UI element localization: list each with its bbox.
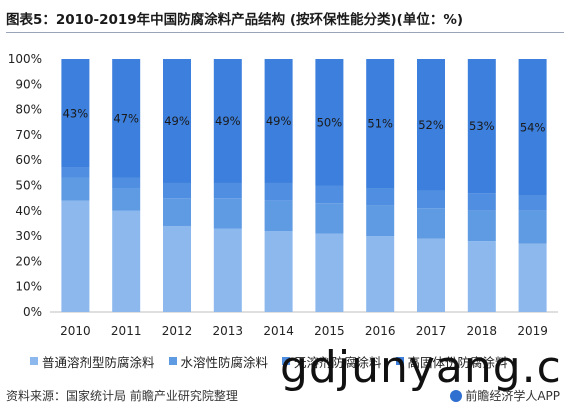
legend-swatch [168, 357, 177, 365]
bar-segment-3 [61, 167, 90, 178]
x-tick-label: 2016 [365, 324, 396, 338]
x-tick-label: 2013 [213, 324, 244, 338]
bar-segment-2 [518, 210, 547, 244]
bar-segment-3 [264, 182, 293, 201]
data-label: 54% [520, 120, 546, 134]
x-tick-label: 2018 [467, 324, 498, 338]
y-tick-label: 30% [15, 229, 42, 243]
bar-segment-2 [467, 210, 496, 242]
data-label: 49% [215, 114, 241, 128]
source-note: 资料来源：国家统计局 前瞻产业研究院整理 [6, 389, 238, 403]
x-tick-label: 2017 [416, 324, 447, 338]
y-tick-label: 80% [15, 103, 42, 117]
y-tick-label: 20% [15, 254, 42, 268]
bar-segment-3 [163, 182, 191, 199]
x-tick-label: 2014 [263, 324, 294, 338]
bar-segment-3 [467, 193, 496, 211]
y-tick-label: 60% [15, 153, 42, 167]
bar-segment-4 [213, 59, 242, 183]
y-tick-label: 50% [15, 179, 42, 193]
legend-item: 普通溶剂型防腐涂料 [30, 352, 155, 371]
bar-segment-4 [467, 59, 496, 194]
data-label: 43% [63, 106, 89, 120]
bar-segment-1 [264, 231, 293, 312]
data-label: 47% [113, 111, 139, 125]
data-label: 53% [469, 119, 495, 133]
y-tick-label: 10% [15, 280, 42, 294]
bar-segment-1 [112, 210, 141, 312]
bar-segment-2 [163, 198, 191, 226]
title-divider [6, 32, 564, 33]
bar-segment-1 [213, 228, 242, 312]
x-tick-label: 2011 [111, 324, 142, 338]
brand-logo-icon [450, 390, 463, 402]
stacked-bar-chart: 0% 10% 20% 30% 40% 50% 60% 70% 80% 90% 100% 43% 2010… [8, 52, 558, 338]
bar-segment-2 [417, 208, 445, 239]
data-label: 51% [367, 117, 393, 131]
legend-label: 普通溶剂型防腐涂料 [42, 354, 155, 370]
bar-segment-1 [163, 225, 191, 312]
legend-item: 水溶性防腐涂料 [168, 352, 269, 371]
x-tick-label: 2015 [314, 324, 345, 338]
x-tick-label: 2012 [162, 324, 193, 338]
legend-item: 无溶剂防腐涂料 [282, 352, 382, 371]
bar-segment-3 [315, 185, 344, 204]
bar-segment-4 [112, 59, 141, 178]
y-tick-label: 40% [15, 204, 42, 218]
y-tick-label: 100% [8, 52, 42, 66]
bar-segment-2 [213, 198, 242, 229]
bar-segment-1 [467, 241, 496, 312]
brand-text: 前瞻经济学人APP [465, 389, 560, 403]
data-label: 49% [266, 114, 292, 128]
y-tick-label: 0% [23, 305, 42, 319]
legend-label: 无溶剂防腐涂料 [294, 354, 382, 370]
x-tick-label: 2019 [517, 324, 548, 338]
legend-swatch [30, 357, 38, 365]
data-label: 49% [164, 114, 190, 128]
bar-segment-3 [366, 188, 395, 206]
bar-segment-4 [264, 59, 293, 183]
bar-segment-4 [61, 59, 90, 168]
bar-segment-1 [315, 233, 344, 312]
bar-segment-3 [518, 195, 547, 211]
bar-segment-3 [417, 190, 445, 209]
data-label: 52% [418, 118, 444, 132]
bar-segment-1 [61, 200, 90, 312]
bar-segment-4 [315, 59, 344, 186]
legend-swatch [395, 357, 404, 365]
bar-segment-1 [366, 236, 395, 312]
bar-segment-2 [315, 203, 344, 234]
y-tick-label: 90% [15, 77, 42, 91]
bar-segment-1 [518, 243, 547, 312]
data-label: 50% [317, 115, 343, 129]
bar-segment-2 [61, 177, 90, 201]
y-tick-label: 70% [15, 128, 42, 142]
bar-segment-2 [264, 200, 293, 232]
bar-segment-3 [112, 177, 141, 189]
legend-label: 高固体份防腐涂料 [407, 354, 508, 370]
bar-segment-2 [366, 205, 395, 237]
brand-label: 前瞻经济学人APP [450, 387, 560, 404]
x-tick-label: 2010 [60, 324, 91, 338]
legend-label: 水溶性防腐涂料 [180, 354, 269, 370]
bar-segment-3 [213, 182, 242, 199]
bar-segment-4 [518, 59, 547, 196]
legend-swatch [282, 357, 291, 365]
bar-segment-4 [366, 59, 395, 189]
bar-segment-4 [417, 59, 445, 191]
bar-segment-2 [112, 188, 141, 211]
chart-legend: 普通溶剂型防腐涂料 水溶性防腐涂料 无溶剂防腐涂料 高固体份防腐涂料 [30, 351, 560, 371]
bar-segment-1 [417, 238, 445, 312]
chart-title: 图表5：2010-2019年中国防腐涂料产品结构 (按环保性能分类)(单位：%) [6, 12, 464, 28]
watermark-overlay-text: gdjunyang.c [280, 342, 562, 393]
bar-segment-4 [163, 59, 191, 183]
legend-item: 高固体份防腐涂料 [395, 352, 508, 371]
